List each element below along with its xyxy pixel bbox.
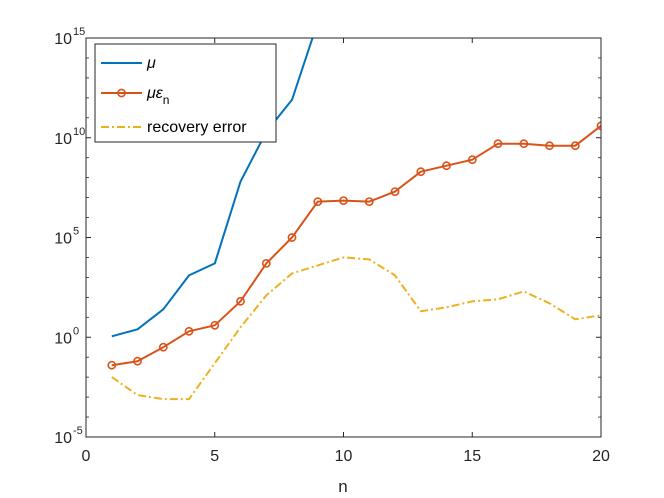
series-1-point-4 bbox=[210, 320, 220, 330]
series-1-point-18 bbox=[570, 141, 580, 151]
x-tick-label-3: 15 bbox=[463, 448, 481, 465]
y-tick-label-2: 10 bbox=[54, 231, 72, 248]
y-tick-exp-3: 10 bbox=[73, 126, 85, 138]
legend-label-2: recovery error bbox=[147, 119, 247, 136]
legend: μ μεn recovery error bbox=[94, 43, 277, 143]
y-tick-label-4: 10 bbox=[54, 31, 72, 48]
x-tick-label-2: 10 bbox=[335, 448, 353, 465]
y-tick-label-3: 10 bbox=[54, 131, 72, 148]
series-1-point-13 bbox=[442, 161, 451, 171]
series-1-point-17 bbox=[545, 141, 554, 151]
series-1-point-5 bbox=[236, 296, 245, 306]
y-tick-label-1: 10 bbox=[54, 330, 72, 347]
series-1-point-7 bbox=[287, 233, 297, 242]
x-tick-label-4: 20 bbox=[592, 448, 610, 465]
series-1-point-8 bbox=[313, 197, 323, 206]
y-tick-label-0: 10 bbox=[54, 430, 72, 447]
x-tick-label-0: 0 bbox=[82, 448, 91, 465]
y-tick-exp-4: 15 bbox=[73, 26, 85, 38]
y-tick-exp-0: -5 bbox=[73, 425, 83, 437]
y-tick-exp-1: 0 bbox=[73, 325, 79, 337]
series-1-point-19 bbox=[596, 121, 601, 131]
y-tick-exp-2: 5 bbox=[73, 226, 79, 238]
series-1-point-1 bbox=[133, 356, 142, 366]
series-layer bbox=[107, 38, 601, 401]
series-1-point-15 bbox=[493, 139, 503, 149]
series-1-point-11 bbox=[390, 187, 400, 196]
x-axis-label: n bbox=[338, 477, 347, 496]
legend-label-1: μεn bbox=[146, 85, 169, 107]
series-1-point-10 bbox=[364, 197, 374, 206]
series-1-point-2 bbox=[158, 342, 168, 352]
legend-label-0: μ bbox=[146, 55, 156, 72]
series-1-point-0 bbox=[107, 360, 117, 370]
series-1-point-6 bbox=[261, 258, 271, 268]
series-1-point-9 bbox=[339, 196, 348, 205]
legend-marker-1 bbox=[117, 88, 126, 98]
series-line-0 bbox=[111, 38, 314, 338]
series-line-2 bbox=[111, 256, 601, 401]
series-1-point-3 bbox=[184, 326, 194, 336]
series-1-point-16 bbox=[519, 139, 529, 149]
series-1-point-12 bbox=[416, 167, 426, 177]
series-1-point-14 bbox=[467, 155, 477, 165]
x-tick-label-1: 5 bbox=[210, 448, 219, 465]
